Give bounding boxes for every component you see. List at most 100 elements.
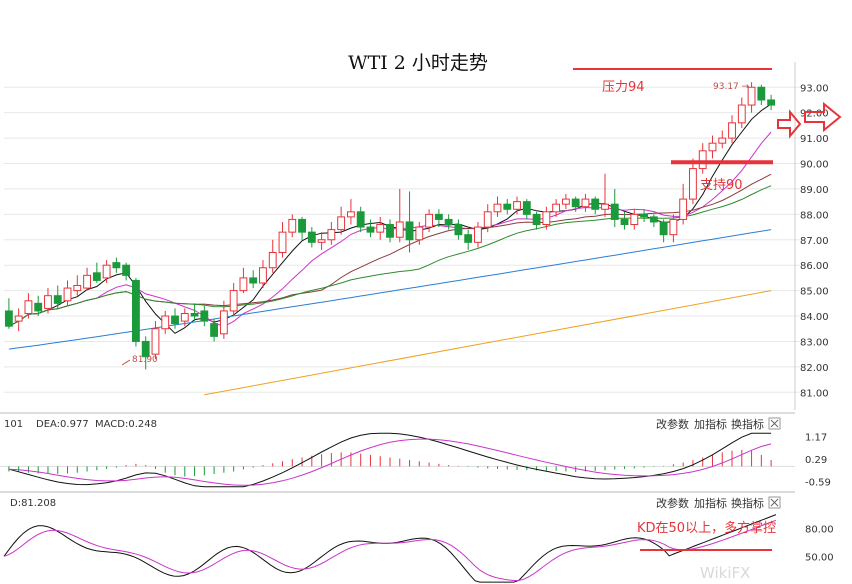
candle [73, 275, 82, 296]
candle [327, 221, 336, 245]
macd-panel-grid [0, 412, 795, 493]
candle [63, 280, 72, 306]
y-tick-label: 92.00 [800, 109, 829, 120]
candle [395, 188, 404, 243]
candle [102, 260, 111, 283]
panel-button-1[interactable]: 加指标 [694, 496, 727, 510]
candle [610, 188, 619, 228]
candle [522, 199, 531, 220]
candle [698, 143, 707, 174]
kdj-header: D:81.208 [10, 498, 56, 509]
candle [415, 221, 424, 245]
macd-header-item: 101 [4, 419, 23, 430]
candle [307, 227, 316, 248]
low-price-label: 81.90 [132, 355, 158, 365]
y-tick-label: 90.00 [800, 160, 829, 171]
kdj-plot: KD在50以上，多方掌控 [3, 514, 777, 583]
candle [571, 196, 580, 212]
candle [434, 209, 443, 228]
candle [425, 209, 434, 233]
main-panel-annotations: 压力94 支持90 93.17 → 81.90 [121, 68, 773, 366]
candle [376, 216, 385, 240]
watermark-text: WikiFX [700, 564, 750, 582]
macd-panel-buttons[interactable]: 改参数 加指标 换指标 [656, 417, 781, 431]
candle [161, 310, 170, 334]
y-tick-label: 91.00 [800, 134, 829, 145]
candle [249, 270, 258, 289]
candle [151, 321, 160, 360]
candle [513, 196, 521, 215]
candle [640, 209, 648, 222]
macd-y-tick-label: 1.17 [805, 433, 827, 444]
ma60-line [8, 229, 772, 350]
right-arrow-icon [777, 109, 802, 139]
candle [718, 130, 727, 149]
dea-line [8, 438, 772, 486]
y-tick-label: 85.00 [800, 287, 829, 298]
candle [757, 84, 766, 106]
kdj-y-tick-label: 50.00 [805, 552, 834, 563]
panel-button-1[interactable]: 加指标 [694, 417, 727, 431]
candle [259, 260, 267, 289]
candle [386, 219, 394, 243]
moving-average-lines [8, 103, 772, 396]
candle [464, 229, 473, 250]
candle [601, 173, 609, 217]
candle [180, 308, 189, 327]
candle [132, 277, 140, 347]
y-tick-label: 82.00 [800, 363, 829, 374]
candle [34, 295, 43, 317]
macd-y-tick-label: -0.59 [805, 477, 831, 488]
panel-button-0[interactable]: 改参数 [656, 417, 689, 431]
macd-header-item: MACD:0.248 [95, 419, 157, 430]
candle [561, 194, 570, 210]
candle [454, 219, 463, 240]
candle [24, 293, 33, 319]
candle [493, 196, 502, 217]
candle [83, 267, 91, 291]
candle [649, 214, 658, 228]
candle [4, 298, 13, 329]
kdj-panel-buttons[interactable]: 改参数 加指标 换指标 [656, 496, 781, 510]
y-tick-label: 83.00 [800, 337, 829, 348]
candle [737, 97, 746, 128]
y-tick-label: 93.00 [800, 83, 829, 94]
candle [503, 199, 512, 215]
candle [171, 308, 179, 329]
macd-header: 101 DEA:0.977 MACD:0.248 [4, 419, 157, 430]
candle [669, 214, 678, 243]
y-tick-label: 87.00 [800, 236, 829, 247]
candle [630, 209, 639, 230]
candle [268, 239, 277, 273]
y-tick-label: 81.00 [800, 388, 829, 399]
candle [346, 199, 355, 225]
candle [747, 82, 756, 113]
close-icon[interactable] [768, 496, 781, 509]
close-icon[interactable] [768, 417, 781, 430]
ma120-line [204, 290, 772, 396]
candle [210, 318, 219, 342]
panel-button-2[interactable]: 换指标 [731, 496, 764, 510]
candle [659, 219, 668, 243]
resistance-label: 压力94 [602, 80, 645, 95]
candle [190, 303, 199, 322]
candle [200, 305, 209, 327]
candle [405, 191, 414, 253]
d-line [3, 519, 777, 581]
macd-header-item: DEA:0.977 [36, 419, 89, 430]
candle [288, 214, 297, 238]
candlestick-series [4, 82, 776, 370]
candle [679, 183, 688, 225]
panel-button-2[interactable]: 换指标 [731, 417, 764, 431]
y-tick-label: 88.00 [800, 210, 829, 221]
candle [483, 204, 492, 233]
candle [474, 221, 482, 248]
candle [141, 336, 150, 370]
panel-button-0[interactable]: 改参数 [656, 496, 689, 510]
candle [14, 308, 23, 332]
candle [317, 232, 326, 250]
ma20-line [8, 173, 772, 327]
candle [229, 282, 238, 317]
low-pointer [121, 359, 131, 366]
candle [708, 135, 717, 159]
